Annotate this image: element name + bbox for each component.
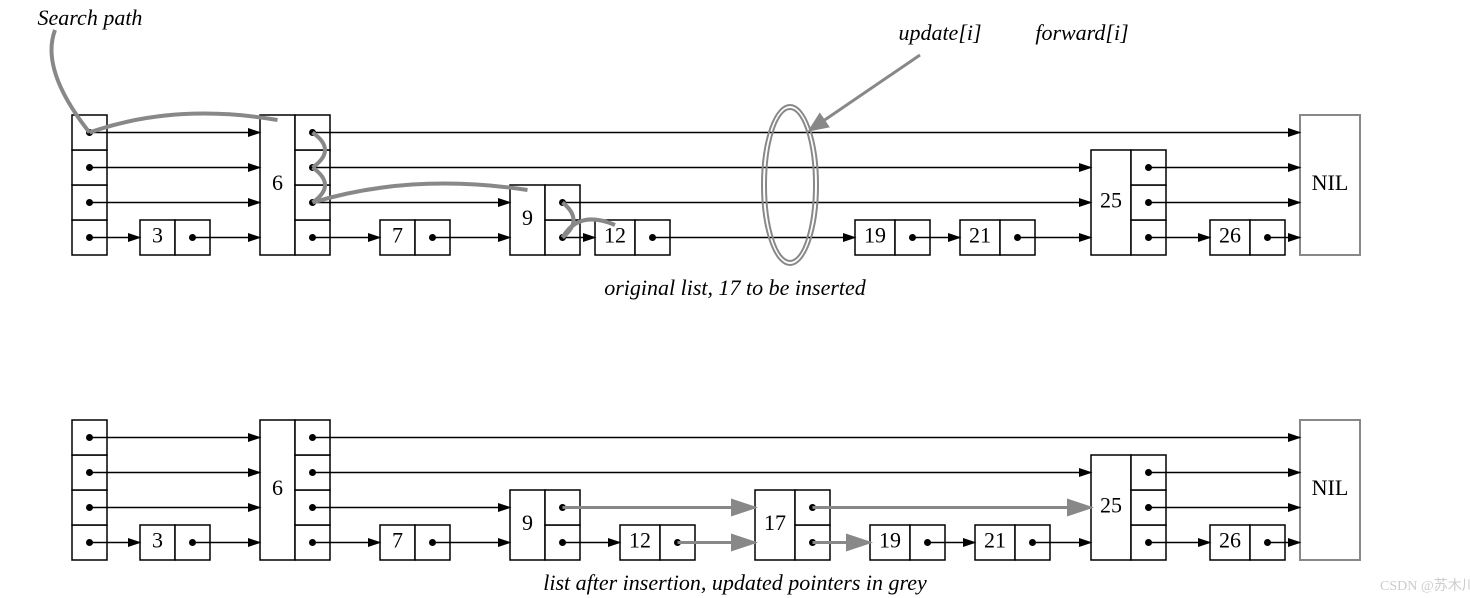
node-label: 25	[1100, 493, 1122, 518]
node-label: 9	[522, 205, 533, 230]
search-path-label: Search path	[38, 5, 143, 30]
caption-1: original list, 17 to be inserted	[604, 275, 867, 300]
update-leader	[810, 55, 920, 130]
node-label: 7	[392, 223, 403, 248]
nil-label: NIL	[1312, 475, 1349, 500]
node-label: 9	[522, 510, 533, 535]
node-label: 21	[969, 223, 991, 248]
node-label: 3	[152, 223, 163, 248]
forward-label: forward[i]	[1035, 20, 1128, 45]
node-label: 19	[879, 528, 901, 553]
node-label: 26	[1219, 528, 1241, 553]
node-label: 21	[984, 528, 1006, 553]
node-label: 17	[764, 510, 786, 535]
node-label: 19	[864, 223, 886, 248]
search-path	[313, 184, 528, 203]
node-label: 6	[272, 170, 283, 195]
caption-2: list after insertion, updated pointers i…	[543, 570, 927, 595]
node-label: 25	[1100, 188, 1122, 213]
search-path	[90, 114, 278, 133]
node-label: 12	[604, 223, 626, 248]
node-label: 7	[392, 528, 403, 553]
nil-label: NIL	[1312, 170, 1349, 195]
skiplist-diagram: 3 6 7 9 12 19 21 25 26 NIL Search path update[i] for…	[0, 0, 1470, 598]
update-label: update[i]	[898, 20, 981, 45]
node-label: 26	[1219, 223, 1241, 248]
node-label: 6	[272, 475, 283, 500]
node-label: 12	[629, 528, 651, 553]
watermark: CSDN @苏木川	[1380, 578, 1470, 594]
node-label: 3	[152, 528, 163, 553]
